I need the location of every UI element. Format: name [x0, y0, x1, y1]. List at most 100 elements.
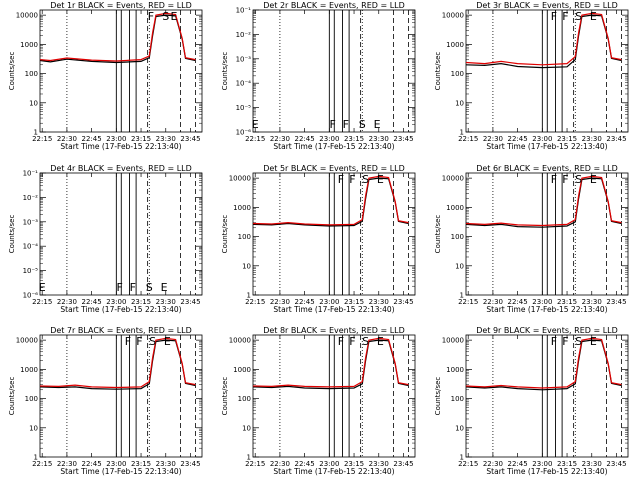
- x-tick-label: 22:15: [245, 298, 265, 306]
- y-tick-label: 1000: [233, 366, 251, 374]
- y-axis-label: Counts/sec: [221, 377, 229, 416]
- y-tick-label: 1: [34, 454, 38, 462]
- y-tick-label: 10: [455, 99, 464, 107]
- y-tick-label: 10⁻²: [236, 31, 252, 39]
- x-tick-label: 22:45: [508, 298, 528, 306]
- panel-title: Det 3r BLACK = Events, RED = LLD: [476, 1, 618, 10]
- lld-series-line: [253, 175, 409, 226]
- x-axis-label: Start Time (17-Feb-15 22:13:40): [273, 305, 394, 314]
- x-tick-label: 22:45: [295, 135, 315, 143]
- x-tick-label: 22:15: [458, 460, 478, 468]
- panel-det-1: Det 1r BLACK = Events, RED = LLD 22:15 22:…: [8, 1, 203, 151]
- lld-series-line: [40, 12, 196, 62]
- y-tick-label: 10⁻³: [23, 218, 39, 226]
- x-tick-label: 22:45: [295, 460, 315, 468]
- events-series-line: [253, 339, 409, 390]
- flag-label: S: [162, 10, 169, 23]
- x-tick-label: 23:15: [557, 135, 577, 143]
- flag-label: S: [575, 173, 582, 186]
- flag-label: F: [136, 335, 142, 348]
- panel-title: Det 4r BLACK = Events, RED = LLD: [50, 164, 192, 173]
- x-tick-label: 23:30: [156, 135, 176, 143]
- y-axis-label: Counts/sec: [221, 215, 229, 254]
- flag-label: S: [149, 335, 156, 348]
- x-tick-label: 23:45: [180, 135, 200, 143]
- x-tick-label: 22:45: [82, 460, 102, 468]
- x-tick-label: 23:00: [532, 460, 552, 468]
- y-tick-label: 10000: [229, 337, 251, 345]
- x-axis-label: Start Time (17-Feb-15 22:13:40): [60, 305, 181, 314]
- flag-label: E: [590, 335, 597, 348]
- x-tick-label: 23:00: [532, 135, 552, 143]
- x-tick-label: 23:15: [557, 460, 577, 468]
- x-tick-label: 23:00: [319, 298, 339, 306]
- y-tick-label: 10: [242, 262, 251, 270]
- x-axis-label: Start Time (17-Feb-15 22:13:40): [486, 142, 607, 151]
- y-tick-label: 10: [242, 424, 251, 432]
- flag-label: E: [377, 173, 384, 186]
- x-tick-label: 23:15: [131, 135, 151, 143]
- x-tick-label: 23:00: [319, 460, 339, 468]
- events-series-line: [466, 14, 622, 69]
- x-tick-label: 22:30: [483, 460, 503, 468]
- y-tick-label: 10000: [442, 337, 464, 345]
- y-tick-label: 100: [25, 395, 38, 403]
- y-tick-label: 10: [29, 99, 38, 107]
- flag-label: F: [562, 10, 568, 23]
- x-tick-label: 22:30: [270, 298, 290, 306]
- y-tick-label: 100: [451, 233, 464, 241]
- flag-label: E: [590, 10, 597, 23]
- x-tick-label: 22:30: [483, 298, 503, 306]
- lld-series-line: [466, 12, 622, 66]
- flag-label: S: [146, 281, 153, 294]
- x-axis-label: Start Time (17-Feb-15 22:13:40): [273, 467, 394, 476]
- x-tick-label: 23:00: [106, 298, 126, 306]
- x-tick-label: 23:45: [606, 135, 626, 143]
- flag-label: S: [362, 335, 369, 348]
- x-tick-label: 22:45: [82, 135, 102, 143]
- x-tick-label: 23:15: [344, 135, 364, 143]
- x-tick-label: 23:45: [606, 298, 626, 306]
- y-tick-label: 1: [34, 129, 38, 137]
- panel-title: Det 6r BLACK = Events, RED = LLD: [476, 164, 618, 173]
- x-tick-label: 22:15: [32, 298, 52, 306]
- flag-label: F: [562, 335, 568, 348]
- flag-label: E: [252, 118, 259, 131]
- x-tick-label: 23:45: [180, 298, 200, 306]
- x-tick-label: 22:30: [270, 135, 290, 143]
- flag-label: F: [148, 10, 154, 23]
- x-tick-label: 23:15: [131, 298, 151, 306]
- y-tick-label: 1000: [20, 366, 38, 374]
- panel-title: Det 9r BLACK = Events, RED = LLD: [476, 326, 618, 335]
- y-tick-label: 10⁻¹: [23, 170, 39, 178]
- events-series-line: [253, 177, 409, 227]
- x-tick-label: 22:30: [57, 460, 77, 468]
- y-tick-label: 100: [238, 233, 251, 241]
- x-axis-label: Start Time (17-Feb-15 22:13:40): [60, 467, 181, 476]
- x-tick-label: 23:30: [582, 135, 602, 143]
- flag-label: E: [374, 118, 381, 131]
- events-series-line: [466, 177, 622, 228]
- y-tick-label: 1: [247, 454, 251, 462]
- flag-label: F: [329, 118, 335, 131]
- flag-label: E: [164, 335, 171, 348]
- flag-label: F: [338, 335, 344, 348]
- flag-label: E: [161, 281, 168, 294]
- flag-label: F: [562, 173, 568, 186]
- flag-label: F: [130, 281, 136, 294]
- x-tick-label: 22:15: [245, 135, 265, 143]
- x-tick-label: 23:45: [180, 460, 200, 468]
- x-tick-label: 23:00: [106, 460, 126, 468]
- y-tick-label: 10⁻⁵: [23, 267, 39, 275]
- flag-label: F: [551, 335, 557, 348]
- panel-det-4: Det 4r BLACK = Events, RED = LLD 22:15 22:…: [8, 164, 203, 314]
- flag-label: E: [171, 10, 178, 23]
- x-tick-label: 23:00: [532, 298, 552, 306]
- y-tick-label: 100: [25, 70, 38, 78]
- x-tick-label: 23:30: [582, 298, 602, 306]
- y-tick-label: 10000: [16, 12, 38, 20]
- x-tick-label: 23:30: [156, 298, 176, 306]
- x-axis-label: Start Time (17-Feb-15 22:13:40): [60, 142, 181, 151]
- x-tick-label: 22:30: [57, 135, 77, 143]
- y-axis-label: Counts/sec: [434, 215, 442, 254]
